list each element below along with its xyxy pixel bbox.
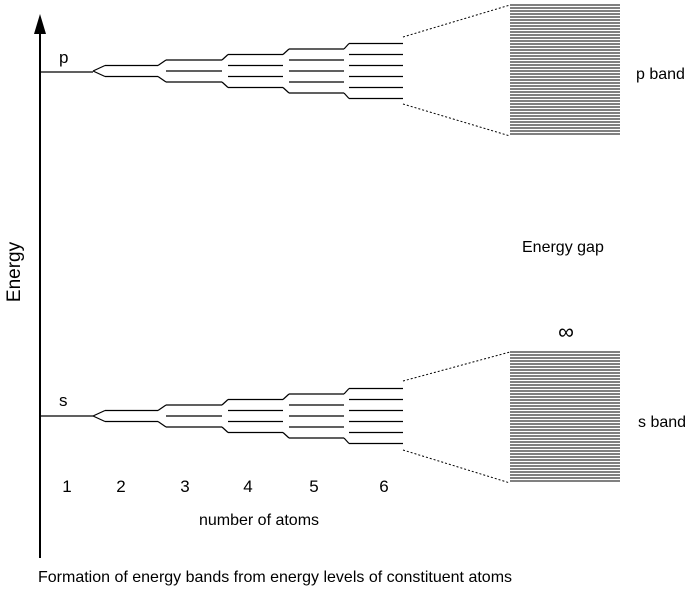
infinity-symbol: ∞ — [558, 319, 574, 344]
p-connector-6-bottom — [343, 92, 350, 99]
p-connector-5-bottom — [282, 87, 290, 94]
p-connector-3-bottom — [157, 76, 167, 83]
s-connector-2-top — [92, 409, 106, 417]
energy-gap-label: Energy gap — [522, 239, 604, 256]
p-connector-4-bottom — [221, 81, 229, 88]
s-level-label: s — [59, 391, 68, 410]
p-level-label: p — [59, 48, 68, 67]
s-connector-6-bottom — [343, 437, 350, 444]
s-connector-6-top — [343, 388, 350, 395]
atom-count-2: 2 — [116, 477, 125, 496]
s-band-block — [510, 351, 620, 482]
atom-count-1: 1 — [62, 477, 71, 496]
s-fan-bottom — [402, 449, 511, 484]
p-fan-top — [402, 4, 511, 38]
s-connector-3-top — [157, 404, 167, 411]
p-fan-bottom — [402, 103, 511, 137]
s-connector-2-bottom — [92, 415, 106, 423]
atom-count-6: 6 — [379, 477, 388, 496]
p-level-splitting — [92, 42, 403, 100]
energy-axis-label: Energy — [4, 241, 25, 302]
p-connector-5-top — [282, 48, 290, 55]
p-connector-6-top — [343, 43, 350, 50]
p-band-block — [510, 4, 620, 135]
s-connector-5-bottom — [282, 432, 290, 439]
s-level-splitting — [92, 387, 403, 445]
p-connector-2-top — [92, 64, 106, 72]
s-fan-top — [402, 351, 511, 382]
s-band-label: s band — [638, 414, 686, 431]
s-connector-4-top — [221, 399, 229, 406]
s-connector-5-top — [282, 393, 290, 400]
atom-count-4: 4 — [243, 477, 252, 496]
energy-axis-arrowhead — [34, 14, 46, 34]
p-connector-2-bottom — [92, 70, 106, 78]
atom-count-5: 5 — [309, 477, 318, 496]
p-connector-3-top — [157, 59, 167, 66]
figure-caption: Formation of energy bands from energy le… — [38, 569, 512, 586]
p-connector-4-top — [221, 54, 229, 61]
s-connector-4-bottom — [221, 426, 229, 433]
atom-count-3: 3 — [180, 477, 189, 496]
x-axis-label: number of atoms — [199, 512, 319, 529]
p-band-label: p band — [636, 66, 685, 83]
s-connector-3-bottom — [157, 421, 167, 428]
